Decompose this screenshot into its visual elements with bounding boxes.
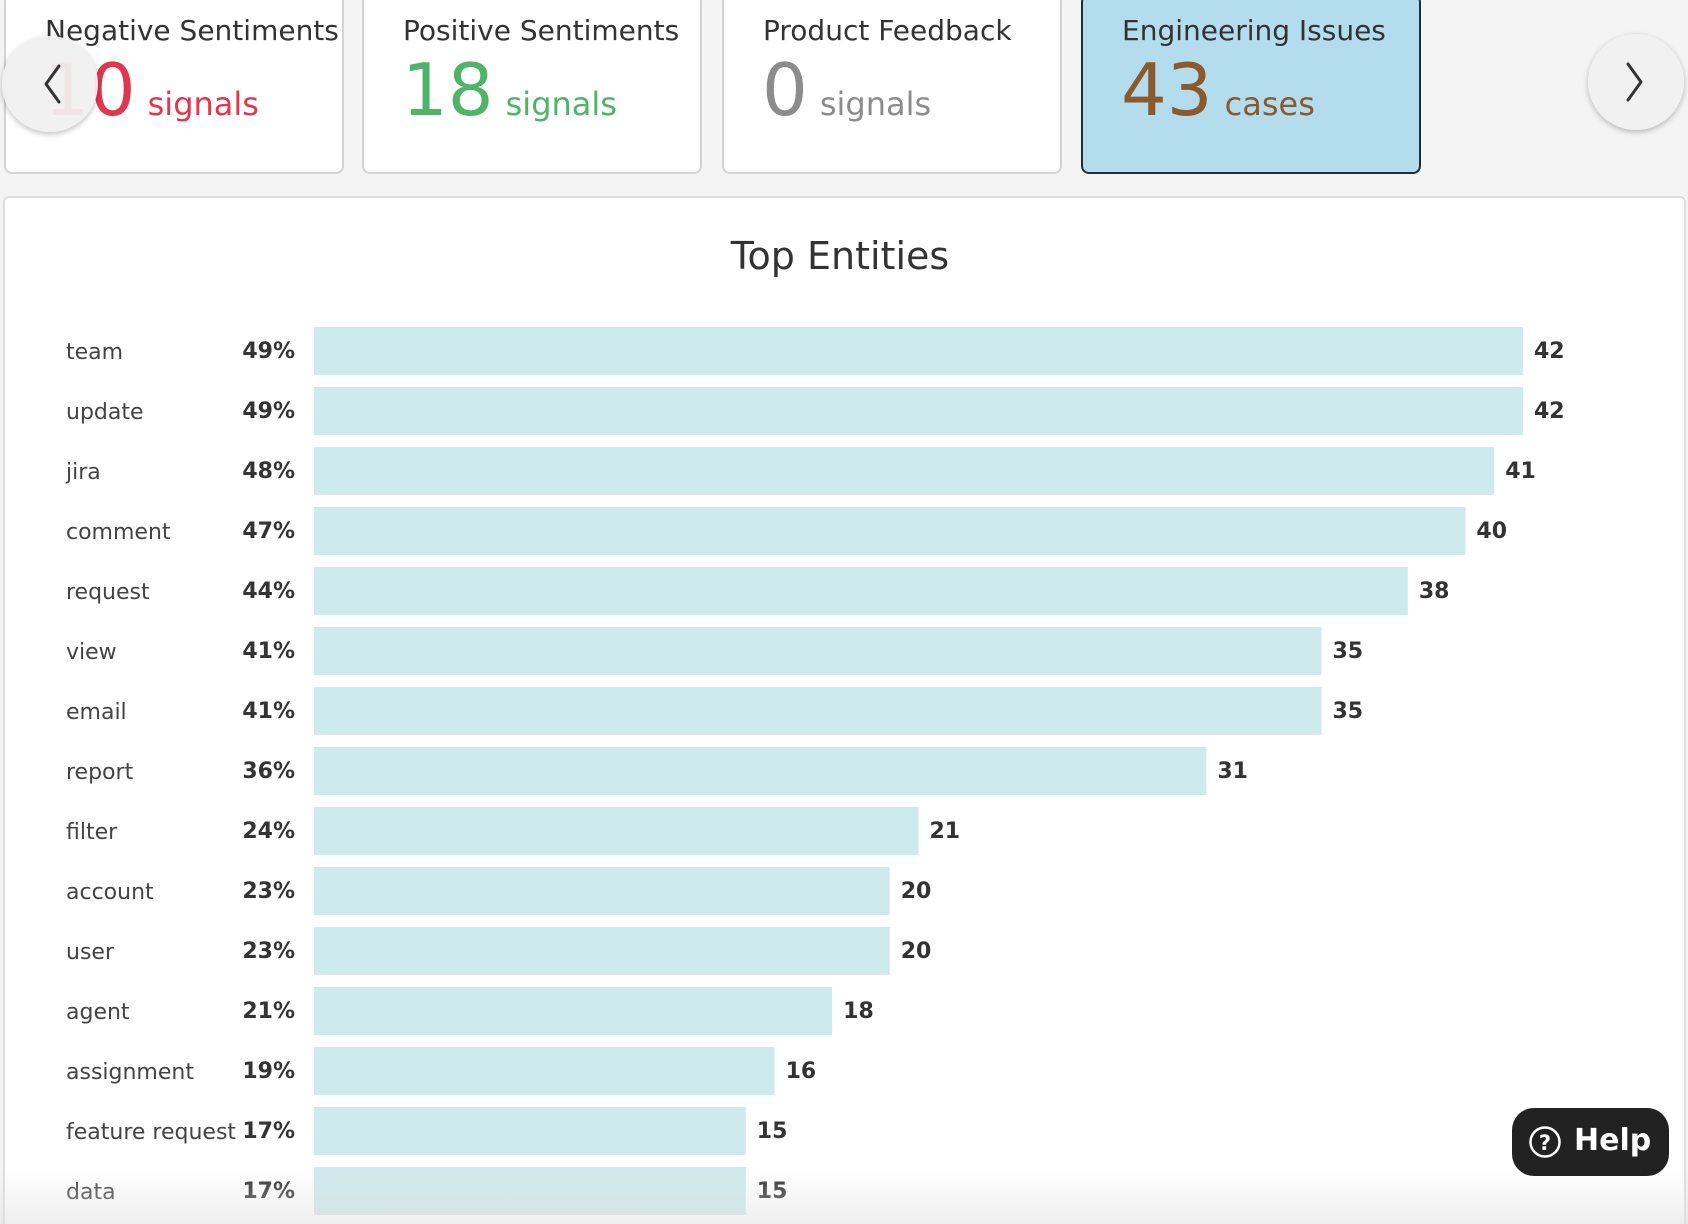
bar-category-label: account [66,880,154,905]
bar [314,747,1207,795]
bar-percentage-label: 44% [242,579,295,604]
card-number: 43 [1121,48,1213,132]
help-label: Help [1574,1123,1652,1158]
bar-category-label: comment [66,520,171,545]
bar-percentage-label: 36% [242,759,295,784]
bar-value-label: 20 [901,939,932,964]
bar-value-label: 18 [843,999,874,1024]
top-entities-panel: Top Entities team 49% 42 update 49% 42 jira 48%… [3,196,1686,1224]
card-title: Negative Sentiments [45,14,339,47]
bar-percentage-label: 47% [242,519,295,544]
bar [314,687,1322,735]
bar-value-label: 41 [1505,459,1536,484]
bar-percentage-label: 17% [242,1119,295,1144]
summary-cards: Negative Sentiments 10signals Positive S… [0,0,1688,180]
question-circle-icon: ? [1529,1126,1561,1158]
card-number: 0 [762,48,808,132]
bar-percentage-label: 21% [242,999,295,1024]
bar-percentage-label: 17% [242,1179,295,1204]
card-product-feedback[interactable]: Product Feedback 0 signals [722,0,1062,174]
card-unit: signals [819,85,932,123]
bar [314,327,1523,375]
bar-value-label: 35 [1333,699,1364,724]
bar [314,627,1322,675]
bar-percentage-label: 24% [242,819,295,844]
chart-title: Top Entities [730,234,950,278]
bar-category-label: agent [66,1000,130,1025]
bar-category-label: jira [65,460,101,485]
bar-value-label: 38 [1419,579,1450,604]
bar-category-label: filter [66,820,118,845]
card-unit: cases [1224,85,1315,123]
bar [314,567,1408,615]
bar-value-label: 15 [757,1119,788,1144]
bar [314,987,833,1035]
bar-category-label: data [66,1180,116,1205]
help-button[interactable]: ? Help [1512,1108,1669,1176]
bar [314,867,890,915]
bar-category-label: feature request [66,1120,236,1145]
bar-percentage-label: 23% [242,879,295,904]
bar-percentage-label: 41% [242,639,295,664]
top-entities-chart: team 49% 42 update 49% 42 jira 48% 41 comment 47% 4… [65,327,1565,1215]
card-positive-sentiments[interactable]: Positive Sentiments 18 signals [362,0,702,174]
bar-percentage-label: 19% [242,1059,295,1084]
carousel-next-button[interactable] [1588,34,1684,130]
bar-category-label: email [66,700,127,725]
bar-category-label: request [66,580,150,605]
card-unit: signals [505,85,617,123]
card-unit: signals [147,85,259,123]
card-title: Engineering Issues [1122,14,1386,47]
bar-value-label: 35 [1333,639,1364,664]
bar-category-label: report [66,760,134,785]
card-metric: 18 signals [402,54,617,126]
card-number: 18 [402,48,494,132]
bar-category-label: update [66,400,144,425]
card-title: Positive Sentiments [403,14,680,47]
bar-percentage-label: 41% [242,699,295,724]
bar-value-label: 31 [1217,759,1248,784]
bar-category-label: team [66,340,123,365]
bar [314,1167,746,1215]
bar [314,507,1466,555]
bar-value-label: 42 [1534,339,1565,364]
bar-category-label: assignment [66,1060,194,1085]
bar [314,927,890,975]
chevron-right-icon [1626,62,1643,102]
bar-value-label: 42 [1534,399,1565,424]
bar-value-label: 16 [786,1059,817,1084]
bar [314,807,919,855]
svg-text:?: ? [1539,1131,1551,1155]
bar [314,387,1523,435]
card-metric: 0 signals [762,54,931,126]
bar-category-label: user [66,940,115,965]
bar-value-label: 21 [930,819,961,844]
bar-percentage-label: 48% [242,459,295,484]
card-title: Product Feedback [763,14,1012,47]
chevron-left-icon [44,64,61,104]
bar-percentage-label: 49% [242,339,295,364]
bar [314,447,1495,495]
carousel-prev-button[interactable] [2,36,98,132]
bar-value-label: 15 [757,1179,788,1204]
bar-category-label: view [66,640,117,665]
bar-percentage-label: 49% [242,399,295,424]
bar [314,1047,775,1095]
bar [314,1107,746,1155]
card-metric: 43 cases [1121,54,1315,126]
bar-value-label: 40 [1476,519,1507,544]
bar-value-label: 20 [901,879,932,904]
bar-percentage-label: 23% [242,939,295,964]
card-engineering-issues[interactable]: Engineering Issues 43 cases [1081,0,1421,174]
card-negative-sentiments[interactable]: Negative Sentiments 10signals [4,0,344,174]
